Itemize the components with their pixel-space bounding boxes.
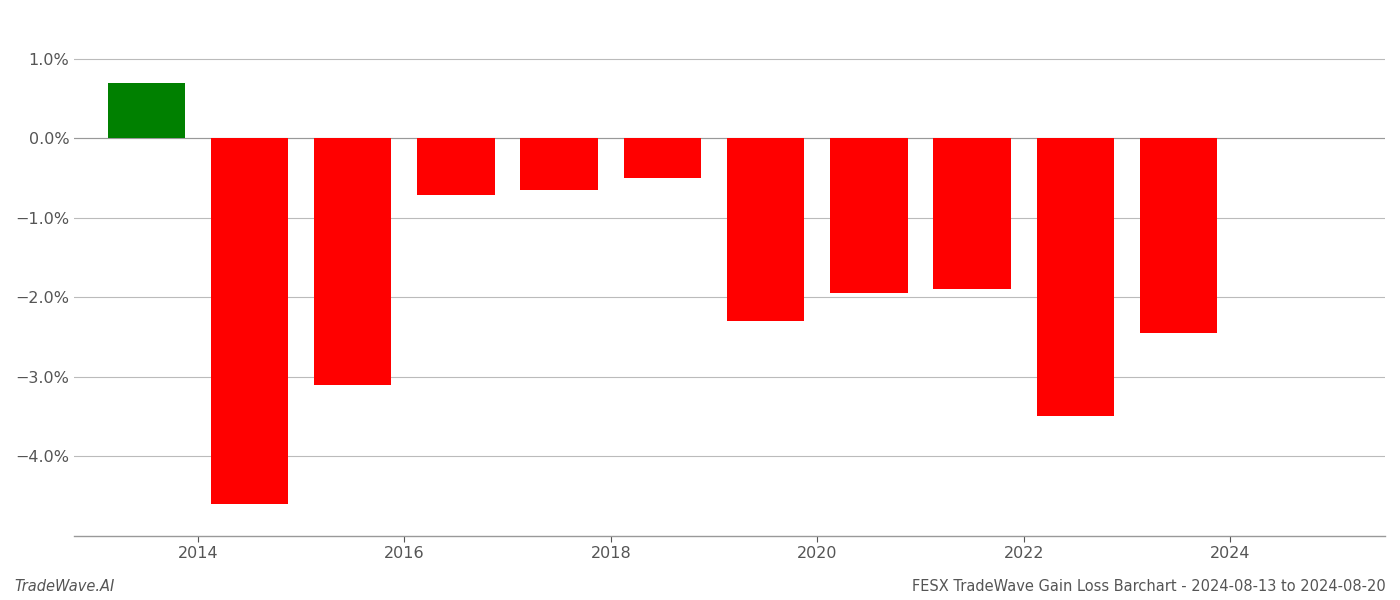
Bar bbox=[727, 138, 805, 321]
Bar bbox=[417, 138, 494, 196]
Bar bbox=[1140, 138, 1217, 333]
Bar bbox=[1036, 138, 1114, 416]
Bar bbox=[830, 138, 907, 293]
Bar bbox=[211, 138, 288, 504]
Text: TradeWave.AI: TradeWave.AI bbox=[14, 579, 115, 594]
Text: FESX TradeWave Gain Loss Barchart - 2024-08-13 to 2024-08-20: FESX TradeWave Gain Loss Barchart - 2024… bbox=[913, 579, 1386, 594]
Bar bbox=[934, 138, 1011, 289]
Bar bbox=[314, 138, 392, 385]
Bar bbox=[108, 83, 185, 138]
Bar bbox=[521, 138, 598, 190]
Bar bbox=[623, 138, 701, 178]
